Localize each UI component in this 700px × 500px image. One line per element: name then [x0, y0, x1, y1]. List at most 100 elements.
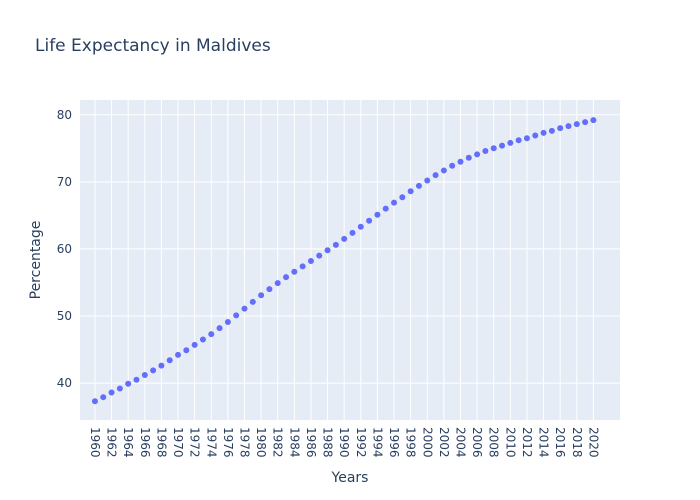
x-tick-label: 1968	[154, 427, 168, 458]
x-tick-label: 2018	[570, 427, 584, 458]
data-point	[399, 194, 406, 201]
data-point	[175, 351, 182, 358]
y-tick-label: 50	[57, 309, 72, 323]
data-point	[108, 389, 115, 396]
data-point	[523, 135, 530, 142]
data-point	[233, 312, 240, 319]
x-tick-label: 1984	[287, 427, 301, 458]
y-tick-label: 70	[57, 175, 72, 189]
x-tick-label: 1996	[387, 427, 401, 458]
data-point	[432, 172, 439, 179]
x-tick-label: 2002	[437, 427, 451, 458]
x-tick-label: 1974	[204, 427, 218, 458]
data-point	[316, 252, 323, 259]
data-point	[341, 235, 348, 242]
data-point	[299, 263, 306, 270]
y-tick-label: 80	[57, 108, 72, 122]
x-tick-label: 1972	[188, 427, 202, 458]
x-tick-label: 1966	[138, 427, 152, 458]
data-point	[258, 292, 265, 299]
x-tick-label: 1988	[321, 427, 335, 458]
x-tick-label: 2020	[586, 427, 600, 458]
data-point	[116, 385, 123, 392]
data-point	[133, 376, 140, 383]
x-tick-label: 2012	[520, 427, 534, 458]
x-tick-label: 1992	[354, 427, 368, 458]
data-point	[150, 367, 157, 374]
data-point	[582, 119, 589, 126]
data-point	[100, 394, 107, 401]
x-tick-label: 1980	[254, 427, 268, 458]
x-tick-label: 1994	[370, 427, 384, 458]
data-point	[449, 162, 456, 169]
data-point	[440, 167, 447, 174]
x-tick-label: 2014	[537, 427, 551, 458]
data-point	[224, 319, 231, 326]
data-point	[565, 123, 572, 130]
data-point	[241, 305, 248, 312]
data-point	[183, 347, 190, 354]
data-point	[532, 132, 539, 139]
x-tick-label: 1998	[404, 427, 418, 458]
x-tick-label: 1986	[304, 427, 318, 458]
data-point	[457, 158, 464, 165]
x-tick-label: 1970	[171, 427, 185, 458]
data-point	[499, 142, 506, 149]
data-point	[407, 188, 414, 195]
data-point	[283, 274, 290, 281]
x-tick-label: 2006	[470, 427, 484, 458]
data-point	[474, 151, 481, 158]
chart-title: Life Expectancy in Maldives	[35, 36, 271, 56]
y-axis-title: Percentage	[28, 221, 44, 300]
x-tick-label: 1976	[221, 427, 235, 458]
data-point	[415, 182, 422, 189]
data-point	[91, 398, 98, 405]
data-point	[191, 341, 198, 348]
data-point	[557, 125, 564, 132]
data-point	[540, 129, 547, 136]
data-point	[349, 229, 356, 236]
data-point	[366, 217, 373, 224]
data-point	[332, 241, 339, 248]
plot-background	[80, 100, 620, 420]
x-tick-label: 1978	[237, 427, 251, 458]
data-point	[158, 362, 165, 369]
data-point	[266, 286, 273, 293]
data-point	[382, 205, 389, 212]
data-point	[291, 268, 298, 275]
x-axis-ticks: 1960 1962 1964 1966 1968 1970 1972 1974 1976 1978…	[88, 427, 600, 458]
x-tick-label: 2010	[503, 427, 517, 458]
data-point	[199, 336, 206, 343]
data-point	[307, 258, 314, 265]
data-point	[324, 247, 331, 254]
data-point	[208, 331, 215, 338]
data-points	[91, 117, 597, 405]
data-point	[357, 223, 364, 230]
data-point	[391, 199, 398, 206]
data-point	[166, 357, 173, 364]
x-tick-label: 2004	[453, 427, 467, 458]
x-tick-label: 2000	[420, 427, 434, 458]
data-point	[590, 117, 597, 124]
data-point	[573, 121, 580, 128]
data-point	[374, 211, 381, 218]
x-tick-label: 2008	[487, 427, 501, 458]
data-point	[141, 372, 148, 379]
x-gridlines	[94, 100, 594, 420]
data-point	[490, 145, 497, 152]
x-tick-label: 2016	[553, 427, 567, 458]
data-point	[548, 127, 555, 134]
data-point	[249, 298, 256, 305]
x-axis-title: Years	[331, 470, 369, 486]
x-tick-label: 1982	[271, 427, 285, 458]
data-point	[507, 139, 514, 146]
y-axis-ticks: 40 50 60 70 80	[57, 108, 72, 390]
data-point	[274, 280, 281, 287]
x-tick-label: 1962	[105, 427, 119, 458]
x-tick-label: 1964	[121, 427, 135, 458]
data-point	[515, 137, 522, 144]
data-point	[125, 380, 132, 387]
data-point	[216, 325, 223, 332]
data-point	[424, 177, 431, 184]
